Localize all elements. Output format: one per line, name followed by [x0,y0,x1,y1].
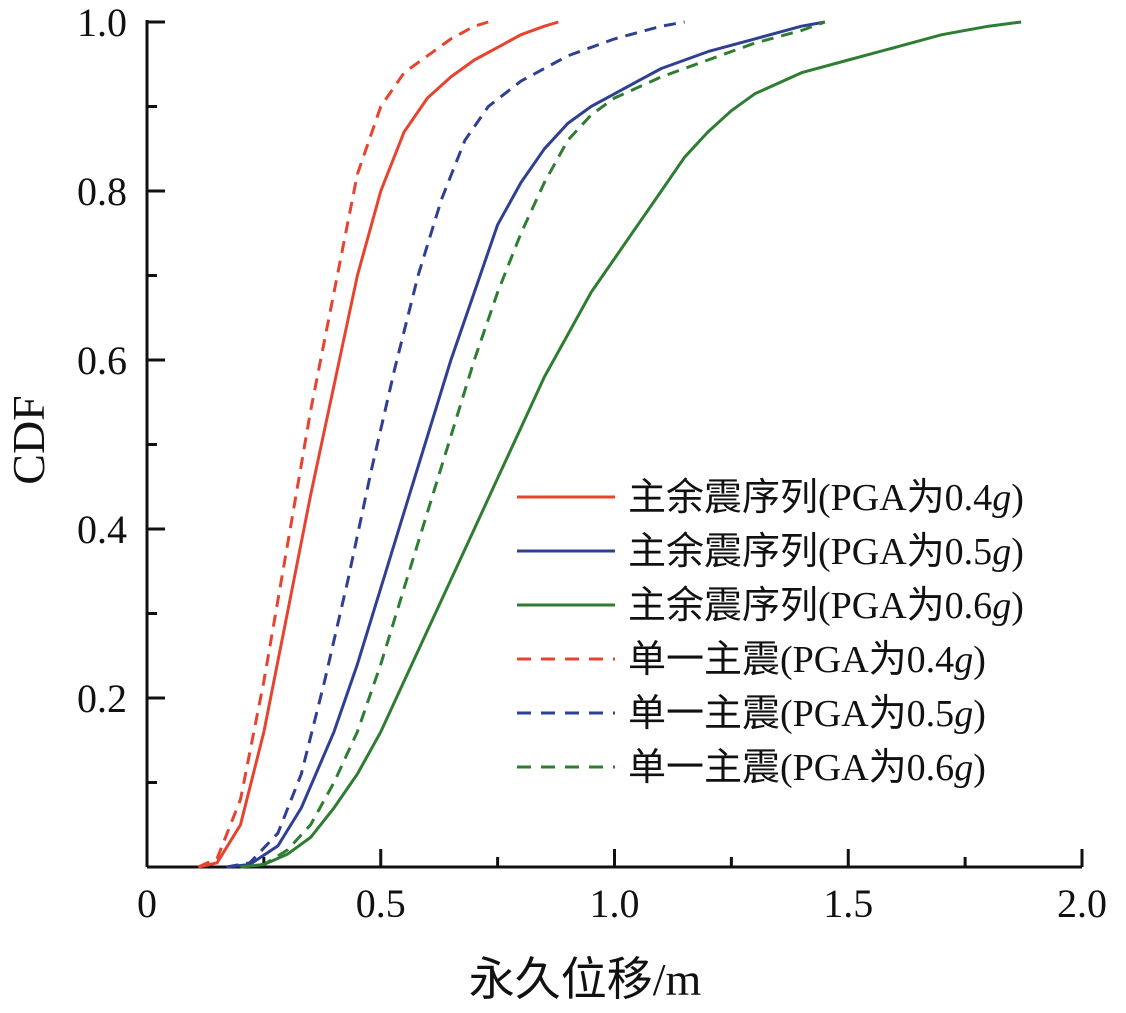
legend-label-main: 主余震序列(PGA为0.4 [628,477,992,519]
legend-label-main: 单一主震(PGA为0.4 [628,639,954,681]
legend-label-main: 单一主震(PGA为0.6 [628,747,954,789]
legend-label-3: 主余震序列(PGA为0.6g) [628,585,1024,627]
series-line-1 [198,20,559,869]
legend-label-main: 主余震序列(PGA为0.5 [628,531,992,573]
series-line-3 [240,20,1022,869]
axes [145,20,1082,869]
legend-label-main: 主余震序列(PGA为0.6 [628,585,992,627]
x-axis-title: 永久位移/m [469,954,702,1005]
legend-label-unit: g [992,585,1011,627]
x-tick-label: 1.0 [590,881,640,926]
y-tick-label: 1.0 [77,0,127,45]
legend-label-close: ) [973,693,986,735]
legend-label-close: ) [1011,531,1024,573]
x-tick-label: 2.0 [1057,881,1107,926]
legend-label-unit: g [992,531,1011,573]
series-line-6 [240,20,826,869]
legend-label-unit: g [954,693,973,735]
legend-label-6: 单一主震(PGA为0.6g) [628,747,986,789]
legend-label-close: ) [973,639,986,681]
legend-label-4: 单一主震(PGA为0.4g) [628,639,986,681]
legend-label-close: ) [973,747,986,789]
legend-label-close: ) [1011,477,1024,519]
x-tick-label: 0 [137,881,157,926]
series-line-5 [226,20,685,869]
series-line-2 [226,20,826,869]
legend-label-unit: g [954,639,973,681]
legend-label-5: 单一主震(PGA为0.5g) [628,693,986,735]
series-line-4 [197,20,489,869]
y-tick-label: 0.4 [77,507,127,552]
legend-label-1: 主余震序列(PGA为0.4g) [628,477,1024,519]
legend-label-unit: g [992,477,1011,519]
legend: 主余震序列(PGA为0.4g)主余震序列(PGA为0.5g)主余震序列(PGA为… [517,477,1024,789]
y-axis-title: CDF [3,395,54,484]
legend-label-unit: g [954,747,973,789]
legend-label-close: ) [1011,585,1024,627]
x-tick-label: 0.5 [356,881,406,926]
y-tick-label: 0.2 [77,676,127,721]
legend-label-main: 单一主震(PGA为0.5 [628,693,954,735]
series-lines [197,20,1022,869]
tick-marks [145,20,1084,869]
legend-label-2: 主余震序列(PGA为0.5g) [628,531,1024,573]
tick-labels: 0 0.5 1.0 1.5 2.0 0.2 0.4 0.6 0.8 1.0 [77,0,1107,926]
y-tick-label: 0.6 [77,338,127,383]
x-tick-label: 1.5 [823,881,873,926]
y-tick-label: 0.8 [77,169,127,214]
